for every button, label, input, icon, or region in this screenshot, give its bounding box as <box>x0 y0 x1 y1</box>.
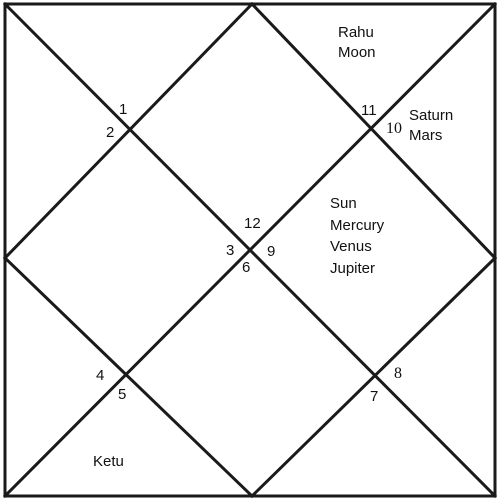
house-number-11: 11 <box>361 102 377 119</box>
house-number-9: 9 <box>267 243 275 260</box>
planet-saturn: Saturn <box>409 107 453 124</box>
planet-venus: Venus <box>330 238 372 255</box>
house-number-8: 8 <box>394 365 402 382</box>
house-number-7: 7 <box>370 388 378 405</box>
planet-sun: Sun <box>330 195 357 212</box>
planet-mars: Mars <box>409 127 442 144</box>
house-number-3: 3 <box>226 242 234 259</box>
diamond-edge-bottom-left <box>2 255 255 499</box>
house-number-12: 12 <box>244 215 261 232</box>
diamond-edge-top-left <box>2 1 255 261</box>
house-number-6: 6 <box>242 259 250 276</box>
house-number-10: 10 <box>386 120 402 137</box>
house-number-5: 5 <box>118 386 126 403</box>
diamond-edge-bottom-right <box>249 255 498 499</box>
house-number-1: 1 <box>119 101 127 118</box>
house-number-4: 4 <box>96 367 104 384</box>
planet-mercury: Mercury <box>330 217 385 234</box>
diamond-edge-top-right <box>249 1 498 261</box>
house-number-2: 2 <box>106 124 114 141</box>
planet-jupiter: Jupiter <box>330 260 375 277</box>
planet-ketu: Ketu <box>93 453 124 470</box>
planet-moon: Moon <box>338 44 376 61</box>
planet-rahu: Rahu <box>338 24 374 41</box>
